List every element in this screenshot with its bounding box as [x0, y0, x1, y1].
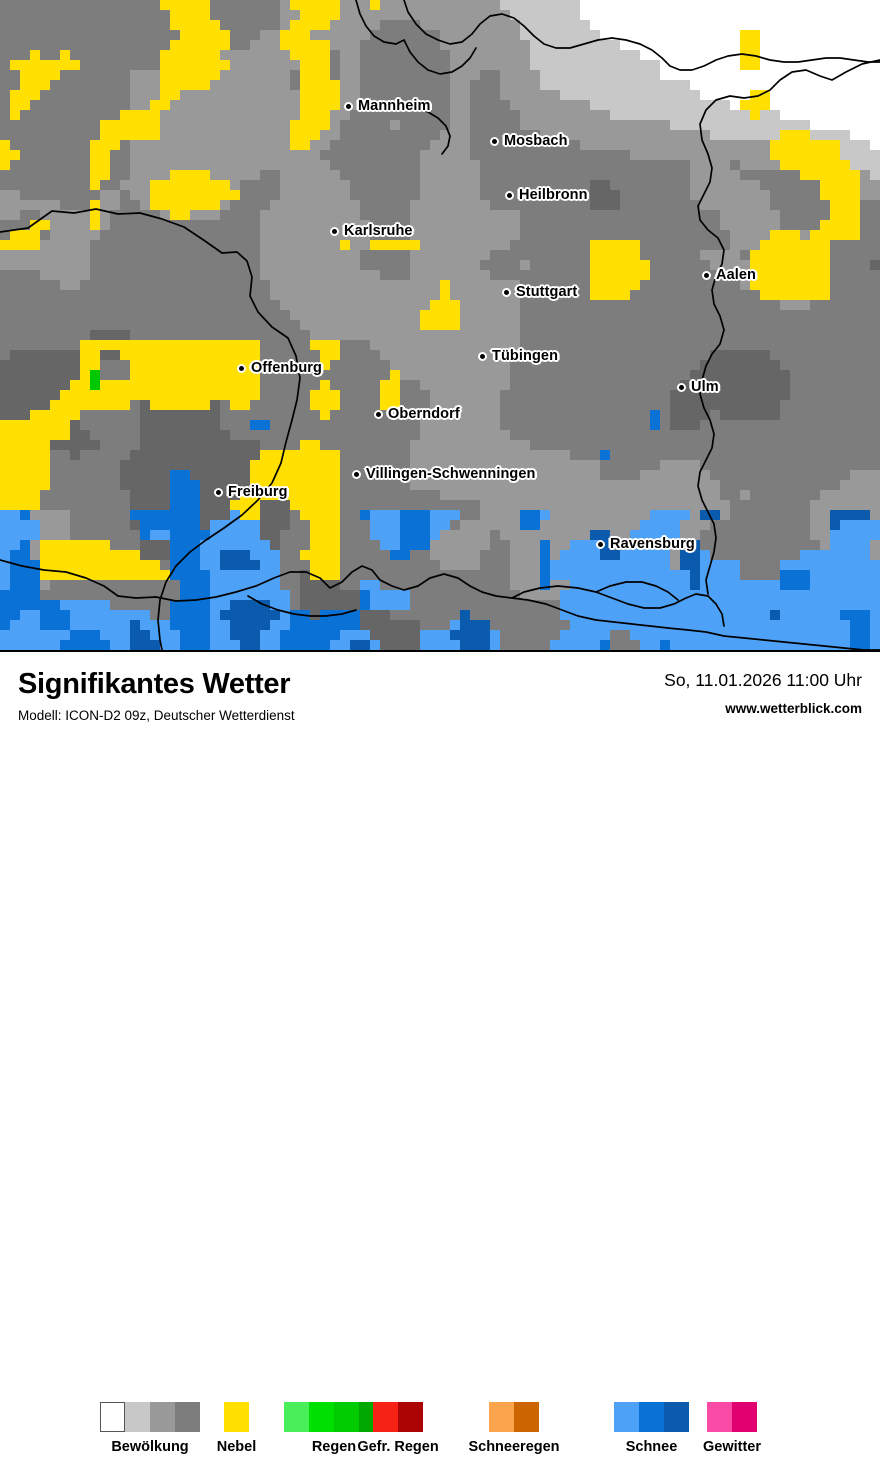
legend-swatch-row — [100, 1402, 200, 1432]
page-title: Signifikantes Wetter — [18, 668, 291, 700]
legend-swatch-row — [614, 1402, 689, 1432]
weather-raster-layer — [0, 0, 880, 650]
legend-swatch — [707, 1402, 732, 1432]
legend-swatch — [514, 1402, 539, 1432]
legend-swatch — [334, 1402, 359, 1432]
title-block: Signifikantes Wetter Modell: ICON-D2 09z… — [18, 668, 295, 724]
legend-swatch — [284, 1402, 309, 1432]
legend-item-gewitter: Gewitter — [703, 1402, 761, 1455]
meta-block: So, 11.01.2026 11:00 Uhr www.wetterblick… — [664, 670, 862, 716]
legend-item-schneeregen: Schneeregen — [468, 1402, 560, 1455]
legend-swatch — [175, 1402, 200, 1432]
legend-swatch — [398, 1402, 423, 1432]
legend-item-schnee: Schnee — [614, 1402, 689, 1455]
legend-swatch — [100, 1402, 125, 1432]
website-url[interactable]: www.wetterblick.com — [725, 700, 862, 716]
country-borders-layer — [0, 0, 880, 650]
legend-label: Nebel — [216, 1439, 257, 1455]
forecast-timestamp: So, 11.01.2026 11:00 Uhr — [664, 670, 862, 690]
legend-swatch — [639, 1402, 664, 1432]
model-source: Modell: ICON-D2 09z, Deutscher Wetterdie… — [18, 708, 295, 723]
legend-swatch-row — [284, 1402, 384, 1432]
legend-swatch-row — [707, 1402, 757, 1432]
legend-swatch — [489, 1402, 514, 1432]
legend-label: Regen — [311, 1439, 357, 1455]
legend-swatch — [732, 1402, 757, 1432]
legend-item-gefr-regen: Gefr. Regen — [357, 1402, 439, 1455]
legend-swatch — [309, 1402, 334, 1432]
legend-label: Gefr. Regen — [357, 1439, 439, 1455]
legend-label: Schnee — [625, 1439, 678, 1455]
legend-swatch-row — [373, 1402, 423, 1432]
legend-item-nebel: Nebel — [217, 1402, 256, 1455]
weather-map[interactable]: Mannheim Mosbach Heilbronn Karlsruhe Aalen St… — [0, 0, 880, 652]
footer: Signifikantes Wetter Modell: ICON-D2 09z… — [0, 652, 880, 1454]
legend-swatch — [224, 1402, 249, 1432]
legend-swatch — [150, 1402, 175, 1432]
legend-swatch — [125, 1402, 150, 1432]
legend-swatch — [614, 1402, 639, 1432]
legend-label: Gewitter — [703, 1439, 762, 1455]
legend-swatch-row — [224, 1402, 249, 1432]
legend-item-bew-lkung: Bewölkung — [100, 1402, 200, 1455]
legend-swatch-row — [489, 1402, 539, 1432]
legend: Bewölkung Nebel Regen Gefr. Regen Schneerege… — [0, 1402, 880, 1464]
legend-swatch — [664, 1402, 689, 1432]
legend-swatch — [373, 1402, 398, 1432]
legend-label: Schneeregen — [468, 1439, 560, 1455]
legend-label: Bewölkung — [111, 1439, 189, 1455]
